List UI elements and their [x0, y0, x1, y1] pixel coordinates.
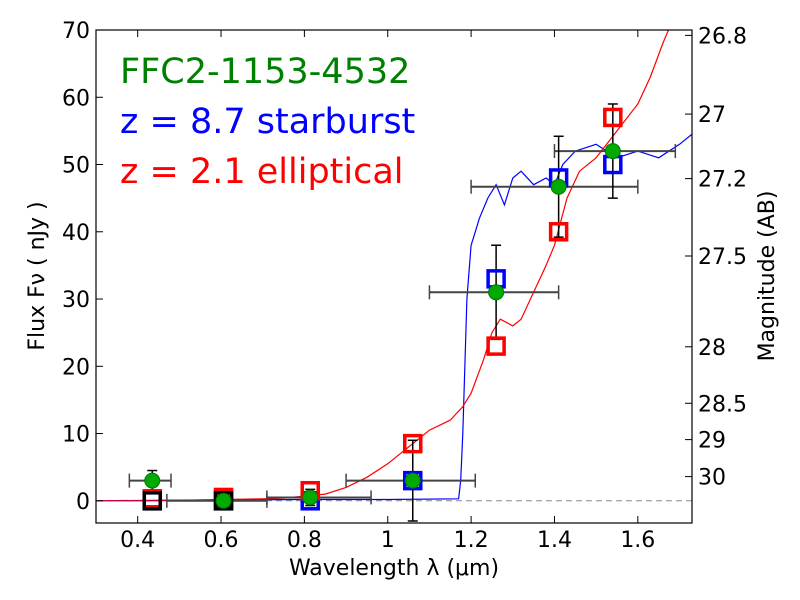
overlap-model-point: [142, 491, 163, 511]
y-tick-label: 60: [62, 86, 90, 111]
annotation-starburst: z = 8.7 starburst: [120, 102, 415, 142]
y2-tick-label: 30: [698, 466, 726, 491]
y2-tick-label: 26.8: [698, 24, 747, 49]
observed-flux-point: [488, 284, 505, 301]
observed-flux-point: [302, 489, 319, 506]
spectra-group: [96, 30, 692, 502]
annotations: FFC2-1153-4532 z = 8.7 starburst z = 2.1…: [120, 52, 415, 192]
y-tick-label: 50: [62, 154, 90, 179]
x-tick-label: 1.6: [620, 528, 655, 553]
observed-flux-point: [215, 492, 232, 509]
y-tick-label: 70: [62, 19, 90, 44]
elliptical-model-point: [403, 433, 423, 454]
y-tick-label: 10: [62, 423, 90, 448]
plot-area: 0.4 0.6 0.8 1 1.2 1.4 1.6 0 10 20 30 40 50 60 70 26.8 27…: [62, 19, 747, 553]
x-tick-label: 1: [381, 528, 395, 553]
y-tick-label: 30: [62, 288, 90, 313]
observed-flux-point: [604, 143, 621, 160]
y2-tick-label: 27.2: [698, 168, 747, 193]
y2-tick-label: 28.5: [698, 392, 747, 417]
y2-tick-label: 28: [698, 336, 726, 361]
annotation-elliptical: z = 2.1 elliptical: [120, 152, 404, 192]
y-tick-label: 20: [62, 355, 90, 380]
y2-tick-label: 27.5: [698, 245, 747, 270]
spectrum-line-elliptical: [96, 30, 670, 502]
observed-flux-point: [404, 472, 421, 489]
x-tick-label: 0.8: [287, 528, 322, 553]
x-tick-label: 1.2: [454, 528, 489, 553]
x-axis-label: Wavelength λ (μm): [289, 556, 499, 581]
observed-flux-point: [550, 178, 567, 195]
elliptical-model-point: [603, 107, 623, 128]
y-axis-label: Flux Fν ( nJy ): [25, 201, 50, 350]
y2-tick-label: 27: [698, 103, 726, 128]
plot-frame: [95, 29, 693, 524]
y2-tick-label: 29: [698, 429, 726, 454]
y2-axis-label: Magnitude (AB): [755, 191, 780, 362]
x-tick-label: 0.6: [204, 528, 239, 553]
y-tick-label: 0: [76, 490, 90, 515]
x-tick-label: 1.4: [537, 528, 572, 553]
x-tick-label: 0.4: [120, 528, 155, 553]
elliptical-model-point: [486, 336, 506, 356]
elliptical-model-point: [548, 222, 569, 242]
annotation-object-name: FFC2-1153-4532: [120, 52, 410, 92]
y-tick-label: 40: [62, 221, 90, 246]
observed-flux-point: [144, 472, 161, 489]
